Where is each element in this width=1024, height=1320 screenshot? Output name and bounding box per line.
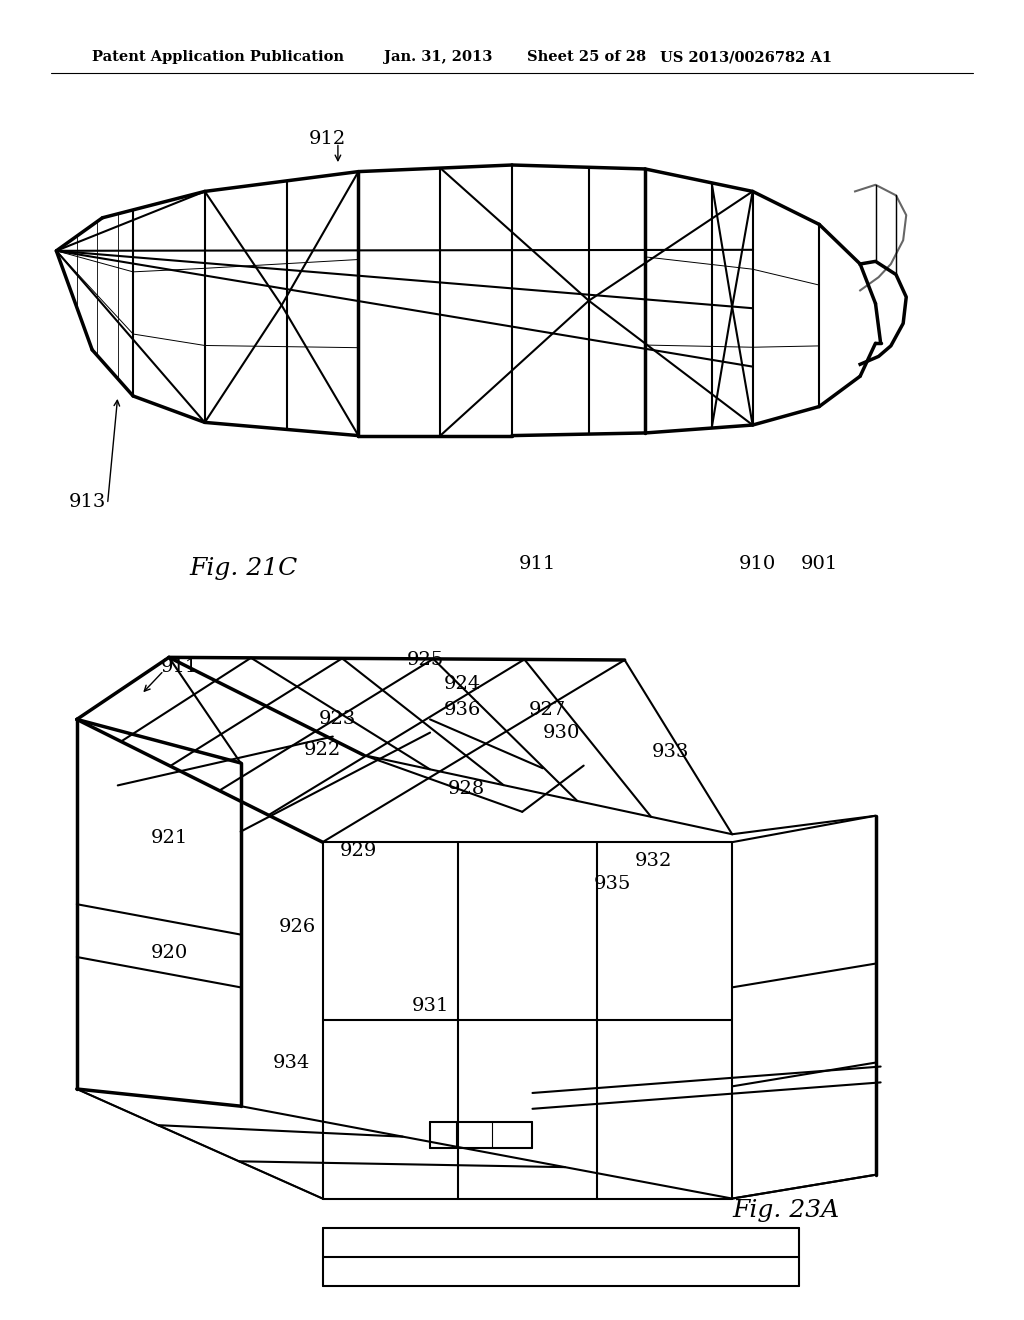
Text: Fig. 23A: Fig. 23A bbox=[732, 1199, 840, 1221]
Text: Sheet 25 of 28: Sheet 25 of 28 bbox=[527, 50, 646, 65]
Text: 934: 934 bbox=[273, 1053, 310, 1072]
Text: 923: 923 bbox=[319, 710, 356, 729]
Text: 933: 933 bbox=[652, 743, 689, 762]
Text: 911: 911 bbox=[161, 657, 198, 676]
Text: US 2013/0026782 A1: US 2013/0026782 A1 bbox=[660, 50, 833, 65]
Text: 922: 922 bbox=[304, 741, 341, 759]
Text: Jan. 31, 2013: Jan. 31, 2013 bbox=[384, 50, 493, 65]
Text: 926: 926 bbox=[279, 917, 315, 936]
Text: 925: 925 bbox=[407, 651, 443, 669]
Text: 920: 920 bbox=[151, 944, 187, 962]
Text: Fig. 21C: Fig. 21C bbox=[189, 557, 298, 579]
Text: 932: 932 bbox=[635, 851, 672, 870]
Text: 911: 911 bbox=[519, 554, 556, 573]
Text: Patent Application Publication: Patent Application Publication bbox=[92, 50, 344, 65]
Text: 921: 921 bbox=[151, 829, 187, 847]
Text: 924: 924 bbox=[444, 675, 481, 693]
Text: 913: 913 bbox=[69, 492, 105, 511]
Text: 935: 935 bbox=[594, 875, 631, 894]
Text: 931: 931 bbox=[412, 997, 449, 1015]
Text: 927: 927 bbox=[529, 701, 566, 719]
Text: 928: 928 bbox=[447, 780, 484, 799]
Text: 929: 929 bbox=[340, 842, 377, 861]
Text: 912: 912 bbox=[309, 129, 346, 148]
Text: 910: 910 bbox=[739, 554, 776, 573]
Text: 936: 936 bbox=[444, 701, 481, 719]
Text: 901: 901 bbox=[801, 554, 838, 573]
Text: 930: 930 bbox=[543, 723, 580, 742]
